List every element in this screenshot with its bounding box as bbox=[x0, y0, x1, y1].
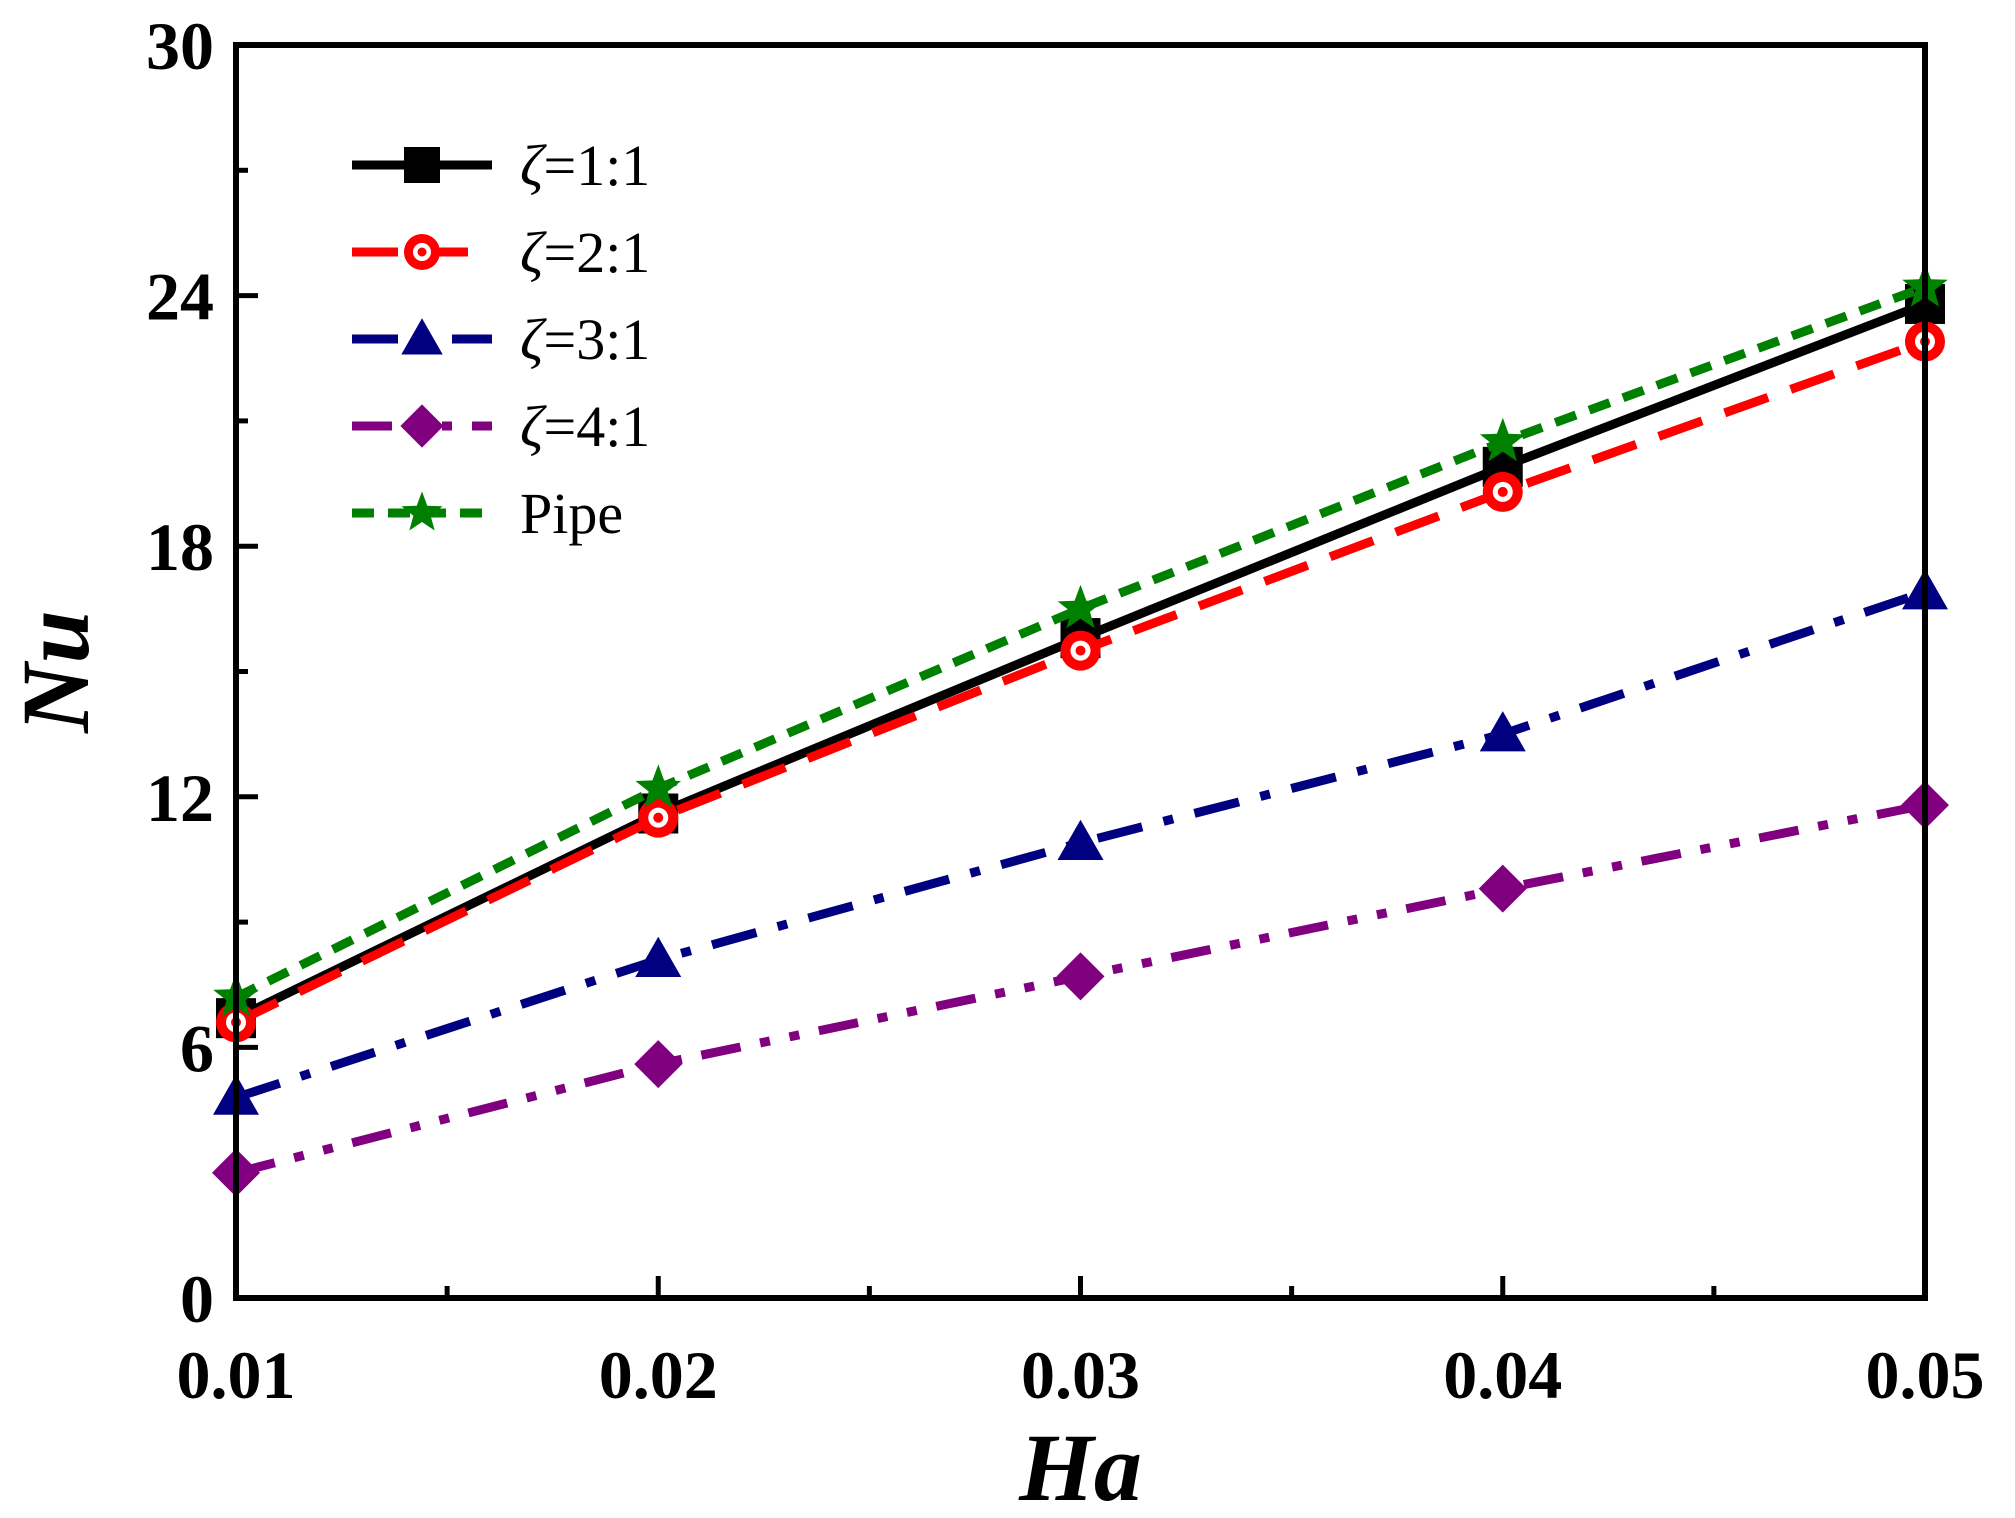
legend-ratio: =1:1 bbox=[543, 133, 650, 198]
series-line bbox=[234, 282, 1927, 1002]
legend-entry: Pipe bbox=[352, 481, 623, 546]
legend-marker bbox=[401, 491, 443, 531]
x-tick-label: 0.02 bbox=[599, 1337, 718, 1413]
data-point bbox=[635, 764, 682, 808]
legend-label: ζ=2:1 bbox=[520, 220, 650, 285]
x-tick-label: 0.03 bbox=[1021, 1337, 1140, 1413]
legend-marker bbox=[400, 404, 444, 448]
data-point bbox=[635, 936, 682, 977]
legend-symbol: ζ bbox=[520, 133, 547, 198]
data-point bbox=[1056, 952, 1105, 1001]
data-point bbox=[634, 1040, 683, 1089]
data-point bbox=[638, 797, 679, 838]
legend-marker bbox=[404, 147, 440, 183]
data-point bbox=[1479, 417, 1526, 462]
y-tick-label: 0 bbox=[180, 1261, 214, 1337]
x-tick-label: 0.04 bbox=[1443, 1337, 1562, 1413]
legend-symbol: ζ bbox=[520, 394, 547, 459]
legend-marker bbox=[401, 318, 443, 355]
legend-ratio: =4:1 bbox=[543, 394, 650, 459]
data-point bbox=[1057, 819, 1104, 860]
data-point bbox=[1478, 864, 1527, 913]
legend-label: ζ=3:1 bbox=[520, 307, 650, 372]
legend-label: ζ=1:1 bbox=[520, 133, 650, 198]
tick-labels: 0.01 0.02 0.03 0.04 0.05 0 6 12 18 24 30 bbox=[146, 8, 1985, 1413]
legend-label: ζ=4:1 bbox=[520, 394, 650, 459]
y-tick-label: 18 bbox=[146, 509, 214, 585]
legend-ratio: =2:1 bbox=[543, 220, 650, 285]
legend-symbol: ζ bbox=[520, 307, 547, 372]
legend-entry: ζ=3:1 bbox=[352, 307, 650, 372]
legend-label: Pipe bbox=[520, 481, 623, 546]
legend-entry: ζ=4:1 bbox=[352, 394, 650, 459]
data-point bbox=[1060, 630, 1101, 671]
x-axis-title: Ha bbox=[1018, 1414, 1142, 1518]
series-layer bbox=[212, 263, 1949, 1197]
legend-entry: ζ=1:1 bbox=[352, 133, 650, 198]
plot-frame bbox=[233, 42, 1928, 1301]
x-tick-label: 0.01 bbox=[177, 1337, 296, 1413]
data-point bbox=[1057, 584, 1104, 629]
y-tick-label: 12 bbox=[146, 760, 214, 836]
series-line bbox=[234, 337, 1927, 1027]
data-point bbox=[1479, 711, 1526, 752]
x-tick-label: 0.05 bbox=[1866, 1337, 1985, 1413]
y-tick-label: 30 bbox=[146, 8, 214, 84]
data-point bbox=[1482, 471, 1523, 512]
y-tick-label: 6 bbox=[180, 1010, 214, 1086]
legend-marker bbox=[404, 234, 440, 270]
y-axis-title: Nu bbox=[2, 610, 109, 734]
legend-symbol: ζ bbox=[520, 220, 547, 285]
y-tick-label: 24 bbox=[146, 259, 214, 335]
legend-entry: ζ=2:1 bbox=[352, 220, 650, 285]
legend-ratio: =3:1 bbox=[543, 307, 650, 372]
series-4 bbox=[212, 781, 1949, 1197]
